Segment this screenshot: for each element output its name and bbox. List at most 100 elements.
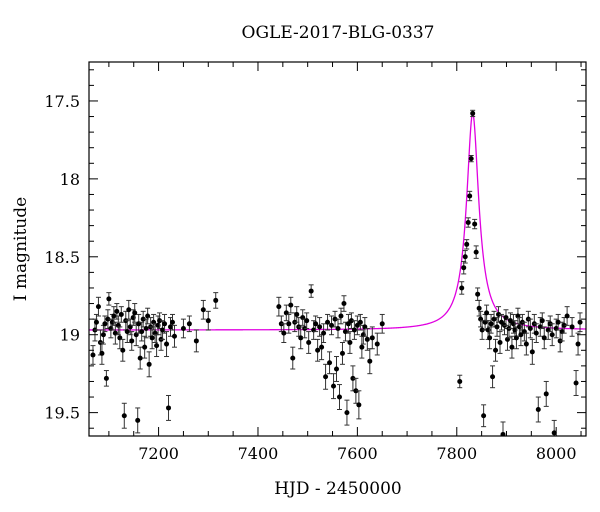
data-point [288,302,294,308]
data-point [481,413,487,419]
data-point [499,319,505,325]
data-point [315,347,321,353]
plot-area [89,109,586,436]
data-point [354,322,360,328]
data-point [118,311,124,317]
data-point [95,304,101,310]
data-point [484,310,490,316]
data-point [102,321,108,327]
plot-frame [88,61,587,437]
data-point [114,308,120,314]
data-point [523,341,529,347]
data-point [356,402,362,408]
data-point [281,330,287,336]
data-point [186,321,192,327]
data-point [497,340,503,345]
data-point [345,321,351,327]
data-point [351,327,357,333]
x-axis: 7200 7400 7600 7800 8000 [108,62,582,463]
data-point [467,193,473,199]
data-point [323,374,329,380]
data-point [313,321,319,327]
data-point [135,417,141,423]
y-axis: 17.5 18 18.5 19 19.5 [44,69,586,429]
data-point [321,330,327,336]
data-point [561,322,567,328]
data-point [100,332,106,338]
data-point [459,285,465,291]
data-point [490,374,496,380]
data-point [99,350,105,356]
data-point [308,288,314,294]
data-point [193,338,199,344]
data-point [465,220,471,226]
data-point [90,352,96,358]
data-point [334,366,340,372]
data-point [205,318,211,324]
data-point [121,413,127,419]
data-point [529,349,535,355]
data-point [457,378,463,384]
data-point [367,358,373,364]
data-point [462,254,468,260]
y-tick-label: 18 [60,170,80,189]
data-point [336,394,342,400]
data-point [470,110,476,116]
data-point [479,327,485,333]
data-point [286,321,292,327]
data-point [468,156,474,162]
data-point [306,340,312,345]
data-point [290,355,296,361]
data-point [200,307,206,313]
data-point [171,333,177,339]
data-point [539,318,545,324]
data-point [527,325,533,331]
y-tick-label: 18.5 [44,248,80,267]
data-point [564,313,570,319]
data-point [500,431,506,436]
data-point [164,341,170,347]
data-point [509,344,515,350]
data-point [298,335,304,341]
data-point [124,329,130,335]
data-point [335,325,341,331]
data-point [543,391,549,397]
data-point [369,335,375,341]
data-point [551,430,557,436]
data-point [162,321,168,327]
data-point [132,310,138,316]
data-point [347,340,353,345]
data-point [496,311,502,317]
data-point [325,319,331,325]
chart-marks [89,109,586,436]
chart-title: OGLE-2017-BLG-0337 [242,23,435,43]
data-point [555,319,561,325]
data-point [146,361,152,367]
data-point [319,344,325,350]
y-axis-label: I magnitude [11,197,31,301]
data-point [541,335,547,341]
y-tick-label: 19.5 [44,404,80,423]
data-point [304,318,310,324]
data-point [575,341,581,347]
data-point [213,297,219,303]
data-point [149,335,155,341]
data-point [129,338,135,344]
data-point [339,350,345,356]
data-point [353,388,359,394]
data-point [494,324,500,330]
data-point [93,319,99,325]
data-point [140,316,146,322]
data-point [106,296,112,302]
data-point [143,325,149,331]
x-tick-label: 8000 [536,444,577,463]
data-point [142,344,148,350]
data-point [344,410,350,416]
y-tick-label: 19 [60,326,80,345]
x-tick-label: 7600 [337,444,378,463]
data-point [338,313,344,319]
data-point [535,407,541,413]
data-point [577,319,583,325]
data-point [464,241,470,247]
